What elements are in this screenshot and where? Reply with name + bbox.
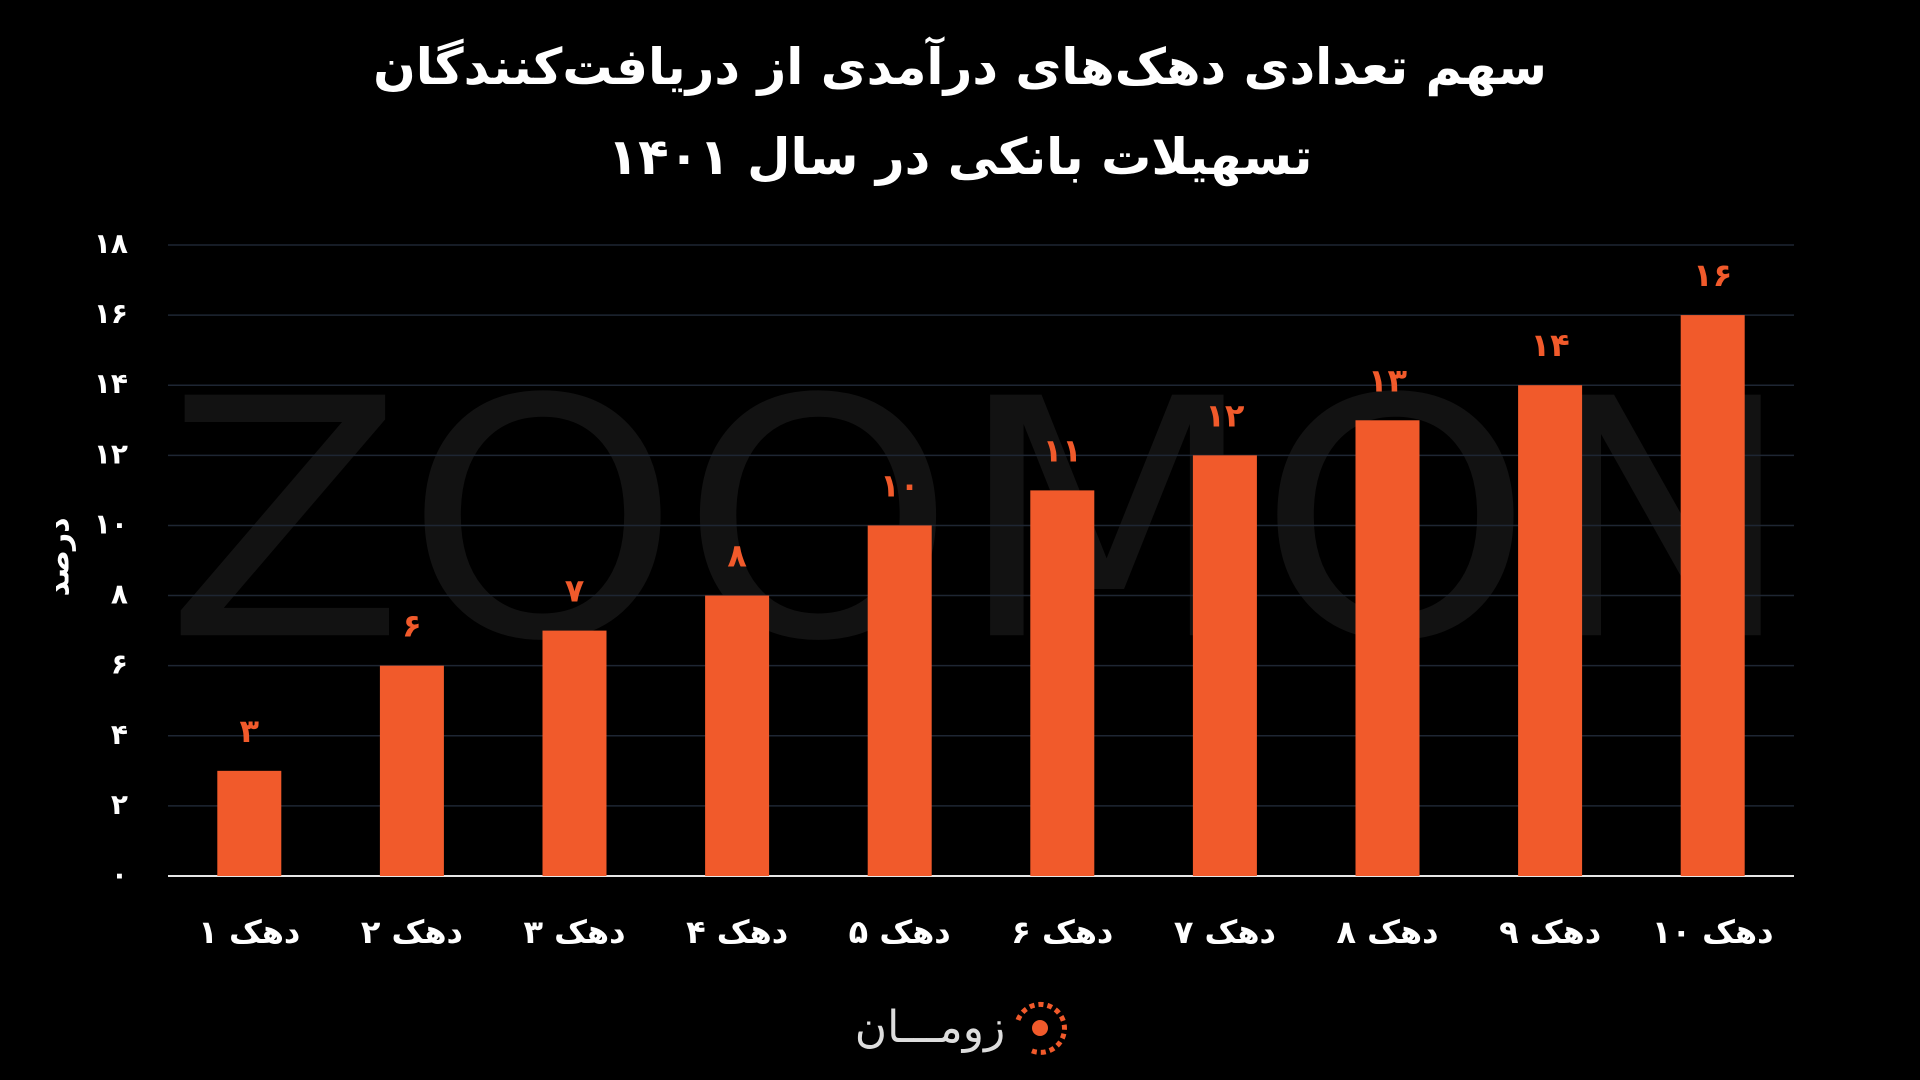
value-label: ۱۰ (880, 466, 919, 504)
y-tick-label: ۱۶ (94, 297, 128, 330)
logo-icon (1015, 1001, 1067, 1055)
y-tick-label: ۱۰ (94, 507, 128, 540)
value-label: ۱۳ (1368, 361, 1408, 399)
bar (379, 665, 444, 876)
bar (1192, 455, 1257, 876)
value-label: ۱۱ (1043, 431, 1082, 469)
x-tick-label: دهک ۶ (1011, 913, 1113, 951)
y-tick-label: ۸ (111, 578, 128, 611)
bar (542, 630, 607, 876)
bar (1355, 420, 1420, 876)
bar (705, 595, 770, 876)
x-tick-label: دهک ۹ (1499, 913, 1601, 951)
x-tick-label: دهک ۴ (686, 913, 788, 951)
bar (1030, 490, 1095, 876)
value-label: ۱۴ (1531, 326, 1570, 364)
y-tick-label: ۰ (111, 858, 128, 891)
y-tick-label: ۴ (111, 718, 128, 751)
x-tick-label: دهک ۱ (198, 913, 300, 951)
value-label: ۱۲ (1205, 396, 1245, 434)
y-tick-label: ۶ (111, 648, 128, 681)
value-label: ۱۶ (1693, 256, 1732, 294)
x-tick-label: دهک ۳ (523, 913, 625, 951)
y-tick-label: ۱۸ (94, 227, 128, 260)
chart-title: سهم تعدادی دهک‌های درآمدی از دریافت‌کنند… (373, 38, 1547, 186)
x-tick-label: دهک ۵ (849, 913, 951, 951)
logo: زومـــان (855, 1002, 1005, 1053)
x-tick-label: دهک ۲ (361, 913, 463, 951)
y-tick-label: ۲ (111, 788, 128, 821)
y-axis-label: درصد (42, 518, 77, 597)
x-tick-label: دهک ۱۰ (1652, 913, 1774, 951)
bar (1518, 385, 1583, 876)
y-tick-label: ۱۴ (94, 367, 128, 400)
value-label: ۷ (565, 572, 585, 610)
value-label: ۳ (240, 712, 260, 750)
bar (867, 525, 932, 876)
value-label: ۸ (727, 537, 747, 575)
value-label: ۶ (402, 607, 422, 645)
bar (1680, 315, 1745, 877)
x-tick-label: دهک ۸ (1336, 913, 1438, 951)
y-tick-label: ۱۲ (94, 437, 128, 470)
bar (217, 770, 282, 876)
x-tick-label: دهک ۷ (1174, 913, 1276, 951)
